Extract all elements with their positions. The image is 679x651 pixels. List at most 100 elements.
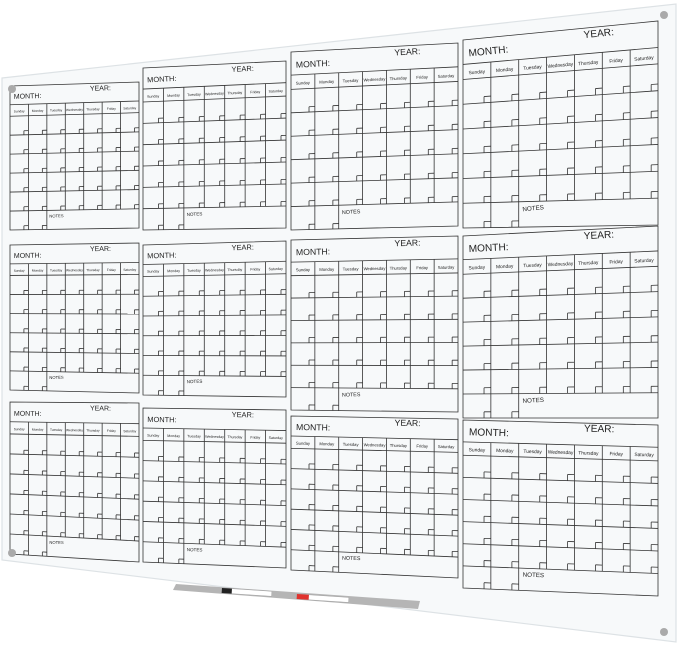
day-label-saturday: Saturday [269,89,284,94]
day-label-tuesday: Tuesday [343,266,360,271]
day-row-divider [142,439,287,444]
week-row-line [290,468,459,474]
year-label: YEAR: [231,243,254,253]
day-label-thursday: Thursday [390,265,408,270]
week-row-line [290,201,459,207]
month-calendar-5[interactable]: MONTH: YEAR: Sunday Monday Tuesday Wednesday T… [9,242,140,394]
header-divider [462,47,659,65]
week-row-line [142,161,287,167]
day-label-sunday: Sunday [296,441,311,446]
day-label-sunday: Sunday [296,80,311,86]
day-label-thursday: Thursday [389,75,407,81]
day-label-tuesday: Tuesday [187,92,201,97]
month-calendar-6[interactable]: MONTH: YEAR: Sunday Monday Tuesday Wednesday T… [142,240,287,398]
day-label-saturday: Saturday [438,265,456,270]
day-label-thursday: Thursday [227,435,242,439]
month-label: MONTH: [296,246,330,257]
day-label-tuesday: Tuesday [50,428,63,432]
month-calendar-9[interactable]: MONTH: YEAR: Sunday Monday Tuesday Wednesday T… [9,401,140,563]
month-label: MONTH: [147,415,176,424]
week-row-line [290,153,459,161]
month-label: MONTH: [14,253,42,260]
header-divider [290,66,459,76]
day-label-wednesday: Wednesday [363,76,386,82]
header-divider [9,100,140,106]
day-row-divider [290,81,459,90]
notes-label: NOTES [522,204,544,213]
week-row-line [462,543,659,552]
day-row-divider [462,454,659,462]
month-label: MONTH: [14,93,42,101]
calendar-border [462,225,659,419]
calendar-border [462,419,659,597]
day-label-friday: Friday [250,436,260,440]
day-label-monday: Monday [319,441,335,446]
week-row-line [290,508,459,516]
header-divider [9,262,140,265]
week-row-line [142,521,287,527]
week-row-line [462,316,659,323]
month-calendar-1[interactable]: MONTH: YEAR: Sunday Monday Tuesday Wednesday T… [9,81,140,231]
day-label-sunday: Sunday [147,434,159,438]
month-calendar-10[interactable]: MONTH: YEAR: Sunday Monday Tuesday Wednesday T… [142,407,287,569]
month-label: MONTH: [296,422,330,433]
day-label-thursday: Thursday [390,443,408,448]
day-row-divider [290,272,459,277]
week-row-line [142,374,287,377]
day-label-tuesday: Tuesday [50,108,63,112]
week-row-line [9,332,140,335]
notes-label: NOTES [49,375,63,380]
month-calendar-12[interactable]: MONTH: YEAR: Sunday Monday Tuesday Wednesday T… [462,419,659,597]
week-row-line [9,131,140,136]
screw-icon [660,11,668,19]
year-label: YEAR: [584,424,615,436]
month-calendar-3[interactable]: MONTH: YEAR: Sunday Monday Tuesday Wednesday T… [290,42,459,231]
month-label: MONTH: [147,74,177,84]
header-divider [142,427,287,431]
day-row-divider [142,95,287,103]
day-label-wednesday: Wednesday [205,435,224,439]
calendar-border [9,81,140,231]
notes-label: NOTES [342,209,361,216]
day-label-saturday: Saturday [438,73,456,79]
day-label-sunday: Sunday [147,94,159,99]
day-label-tuesday: Tuesday [187,434,201,438]
day-label-sunday: Sunday [147,269,159,273]
month-label: MONTH: [14,411,42,418]
year-label: YEAR: [394,46,421,57]
week-row-line [290,488,459,495]
week-row-line [462,291,659,299]
week-row-line [290,295,459,299]
day-label-friday: Friday [250,90,260,94]
year-label: YEAR: [90,246,111,253]
day-label-thursday: Thursday [578,450,599,457]
month-calendar-11[interactable]: MONTH: YEAR: Sunday Monday Tuesday Wednesday T… [290,415,459,579]
week-row-line [462,170,659,179]
day-label-friday: Friday [107,429,116,433]
month-calendar-4[interactable]: MONTH: YEAR: Sunday Monday Tuesday Wednesday T… [462,20,659,229]
week-row-line [9,208,140,212]
day-label-wednesday: Wednesday [205,268,224,273]
month-calendar-2[interactable]: MONTH: YEAR: Sunday Monday Tuesday Wednesday T… [142,60,287,231]
month-calendar-8[interactable]: MONTH: YEAR: Sunday Monday Tuesday Wednesday T… [462,225,659,419]
week-row-line [142,183,287,188]
week-row-line [9,150,140,155]
week-row-line [462,521,659,529]
day-row-divider [462,265,659,275]
day-label-saturday: Saturday [634,55,655,63]
week-row-line [9,513,140,521]
week-row-line [142,541,287,548]
day-label-sunday: Sunday [14,269,25,273]
week-row-line [462,477,659,484]
month-calendar-7[interactable]: MONTH: YEAR: Sunday Monday Tuesday Wednesday T… [290,235,459,413]
day-label-wednesday: Wednesday [205,91,224,96]
week-row-line [9,453,140,458]
week-row-line [462,392,659,395]
notes-label: NOTES [342,392,361,398]
day-label-friday: Friday [250,267,260,271]
notes-label: NOTES [522,397,544,405]
header-divider [290,435,459,441]
day-row-divider [462,63,659,80]
day-label-sunday: Sunday [468,265,485,272]
day-row-divider [290,447,459,453]
